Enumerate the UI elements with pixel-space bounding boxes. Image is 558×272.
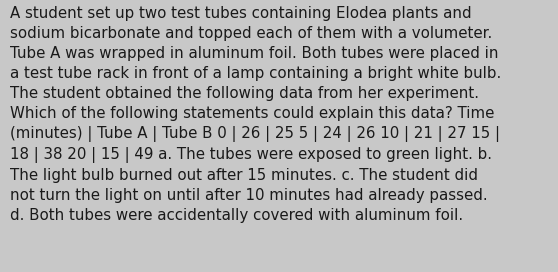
Text: A student set up two test tubes containing Elodea plants and
sodium bicarbonate : A student set up two test tubes containi… [10,6,501,223]
